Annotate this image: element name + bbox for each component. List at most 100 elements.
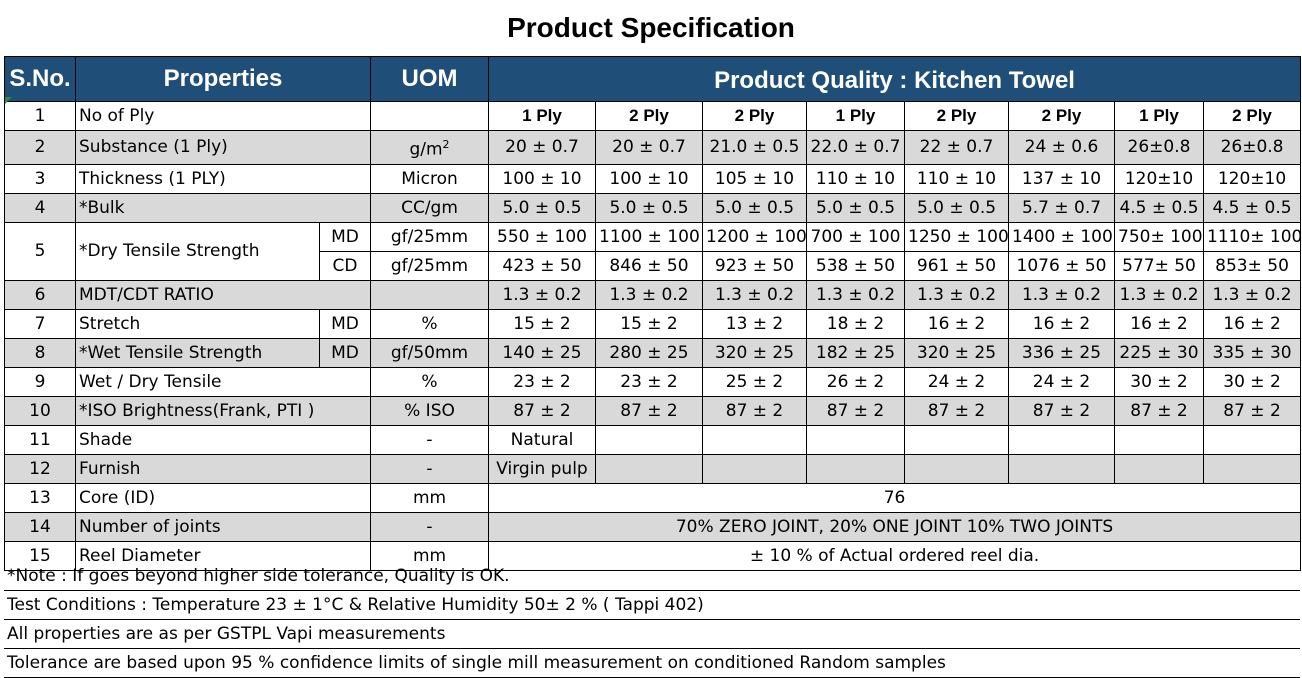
value-cell: 5.7 ± 0.7 <box>1008 192 1115 223</box>
cell-corner-marker <box>5 97 12 104</box>
value-cell: 2 Ply <box>595 101 703 131</box>
value-cell: 105 ± 10 <box>702 163 807 194</box>
value-cell: 2 Ply <box>702 101 807 131</box>
table-row: 11 Shade - Natural <box>4 424 1302 455</box>
uom-cell: - <box>370 511 489 542</box>
note-line: Tolerance are based upon 95 % confidence… <box>4 649 1300 678</box>
table-row: 1 No of Ply 1 Ply 2 Ply 2 Ply 1 Ply 2 Ply 2 Ply… <box>4 101 1302 131</box>
value-cell: 1.3 ± 0.2 <box>904 279 1009 310</box>
value-cell: 100 ± 10 <box>595 163 703 194</box>
value-cell: 225 ± 30 <box>1114 337 1204 368</box>
value-cell: 137 ± 10 <box>1008 163 1115 194</box>
table-row: 12 Furnish - Virgin pulp <box>4 453 1302 484</box>
value-cell: 15 ± 2 <box>488 308 596 339</box>
value-cell: 2 Ply <box>1202 101 1302 131</box>
property-cell: *Bulk <box>75 192 371 223</box>
table-row: 14 Number of joints -70% ZERO JOINT, 20% O… <box>4 511 1302 542</box>
uom-cell: mm <box>370 482 489 513</box>
uom-cell: gf/25mm <box>370 221 489 252</box>
value-cell: 87 ± 2 <box>1114 395 1204 426</box>
property-cell: *ISO Brightness(Frank, PTI ) <box>75 395 371 426</box>
value-cell: 16 ± 2 <box>1008 308 1115 339</box>
sno-cell: 5 <box>4 221 76 281</box>
value-cell: 87 ± 2 <box>595 395 703 426</box>
value-cell <box>1008 453 1115 484</box>
value-cell: 577± 50 <box>1114 250 1204 281</box>
value-cell: 423 ± 50 <box>488 250 596 281</box>
value-cell: 24 ± 0.6 <box>1008 130 1115 165</box>
value-cell: 2 Ply <box>904 101 1009 131</box>
value-cell: 1250 ± 100 <box>904 221 1009 252</box>
table-row: 3 Thickness (1 PLY) Micron 100 ± 10 100 ± 10… <box>4 163 1302 194</box>
value-cell <box>595 453 703 484</box>
value-cell: 1.3 ± 0.2 <box>595 279 703 310</box>
value-cell: 5.0 ± 0.5 <box>488 192 596 223</box>
value-cell: 87 ± 2 <box>1202 395 1302 426</box>
direction-cell: MD <box>319 337 371 368</box>
uom-cell <box>370 279 489 310</box>
property-cell: No of Ply <box>75 101 371 131</box>
table-row: 10 *ISO Brightness(Frank, PTI )% ISO 87 ± … <box>4 395 1302 426</box>
value-cell: Virgin pulp <box>488 453 596 484</box>
value-cell: 13 ± 2 <box>702 308 807 339</box>
value-cell: 16 ± 2 <box>1202 308 1302 339</box>
value-cell <box>702 424 807 455</box>
value-cell: 538 ± 50 <box>806 250 905 281</box>
sno-cell: 14 <box>4 511 76 542</box>
uom-cell: gf/25mm <box>370 250 489 281</box>
header-uom: UOM <box>370 56 489 102</box>
value-cell: 750± 100 <box>1114 221 1204 252</box>
value-cell: 1.3 ± 0.2 <box>1008 279 1115 310</box>
uom-cell: g/m2 <box>370 130 489 165</box>
sno-cell: 4 <box>4 192 76 223</box>
value-cell: 1076 ± 50 <box>1008 250 1115 281</box>
direction-cell: MD <box>319 221 371 252</box>
value-cell: 1400 ± 100 <box>1008 221 1115 252</box>
value-cell: 1100 ± 100 <box>595 221 703 252</box>
sno-cell: 1 <box>4 101 76 131</box>
sno-cell: 15 <box>4 540 76 571</box>
uom-cell: CC/gm <box>370 192 489 223</box>
uom-superscript: 2 <box>442 138 450 151</box>
value-cell: 87 ± 2 <box>702 395 807 426</box>
table-row: 9 Wet / Dry Tensile% 23 ± 2 23 ± 2 25 ± 2 26 … <box>4 366 1302 397</box>
uom-cell: - <box>370 453 489 484</box>
value-cell: 2 Ply <box>1008 101 1115 131</box>
value-cell <box>595 424 703 455</box>
value-cell: 20 ± 0.7 <box>488 130 596 165</box>
value-cell: 120±10 <box>1114 163 1204 194</box>
uom-cell: % ISO <box>370 395 489 426</box>
sno-cell: 10 <box>4 395 76 426</box>
sno-cell: 11 <box>4 424 76 455</box>
value-cell <box>702 453 807 484</box>
value-cell: 87 ± 2 <box>904 395 1009 426</box>
table-row: 7 Stretch MD% 15 ± 2 15 ± 2 13 ± 2 18 ± 2 16 ± … <box>4 308 1302 339</box>
value-cell: 1.3 ± 0.2 <box>806 279 905 310</box>
value-cell: 4.5 ± 0.5 <box>1114 192 1204 223</box>
value-cell: 846 ± 50 <box>595 250 703 281</box>
value-cell <box>806 453 905 484</box>
value-cell: 16 ± 2 <box>904 308 1009 339</box>
value-cell: 15 ± 2 <box>595 308 703 339</box>
header-sno: S.No. <box>4 56 76 102</box>
property-cell: Wet / Dry Tensile <box>75 366 371 397</box>
table-row: 4 *Bulk CC/gm 5.0 ± 0.5 5.0 ± 0.5 5.0 ± 0.5 5.… <box>4 192 1302 223</box>
value-cell: 320 ± 25 <box>702 337 807 368</box>
value-cell <box>904 453 1009 484</box>
uom-cell: Micron <box>370 163 489 194</box>
value-cell: 5.0 ± 0.5 <box>702 192 807 223</box>
uom-cell: - <box>370 424 489 455</box>
note-line: *Note : If goes beyond higher side toler… <box>4 562 1300 591</box>
value-cell: 22.0 ± 0.7 <box>806 130 905 165</box>
value-cell: 87 ± 2 <box>806 395 905 426</box>
value-cell: 18 ± 2 <box>806 308 905 339</box>
value-cell: 110 ± 10 <box>806 163 905 194</box>
uom-cell: % <box>370 366 489 397</box>
value-cell: 1 Ply <box>1114 101 1204 131</box>
value-cell: 24 ± 2 <box>1008 366 1115 397</box>
property-cell: Stretch <box>75 308 320 339</box>
value-cell: 1.3 ± 0.2 <box>1114 279 1204 310</box>
table-row: 13 Core (ID) mm 76 <box>4 482 1302 513</box>
value-cell: 100 ± 10 <box>488 163 596 194</box>
page-title: Product Specification <box>507 12 795 43</box>
